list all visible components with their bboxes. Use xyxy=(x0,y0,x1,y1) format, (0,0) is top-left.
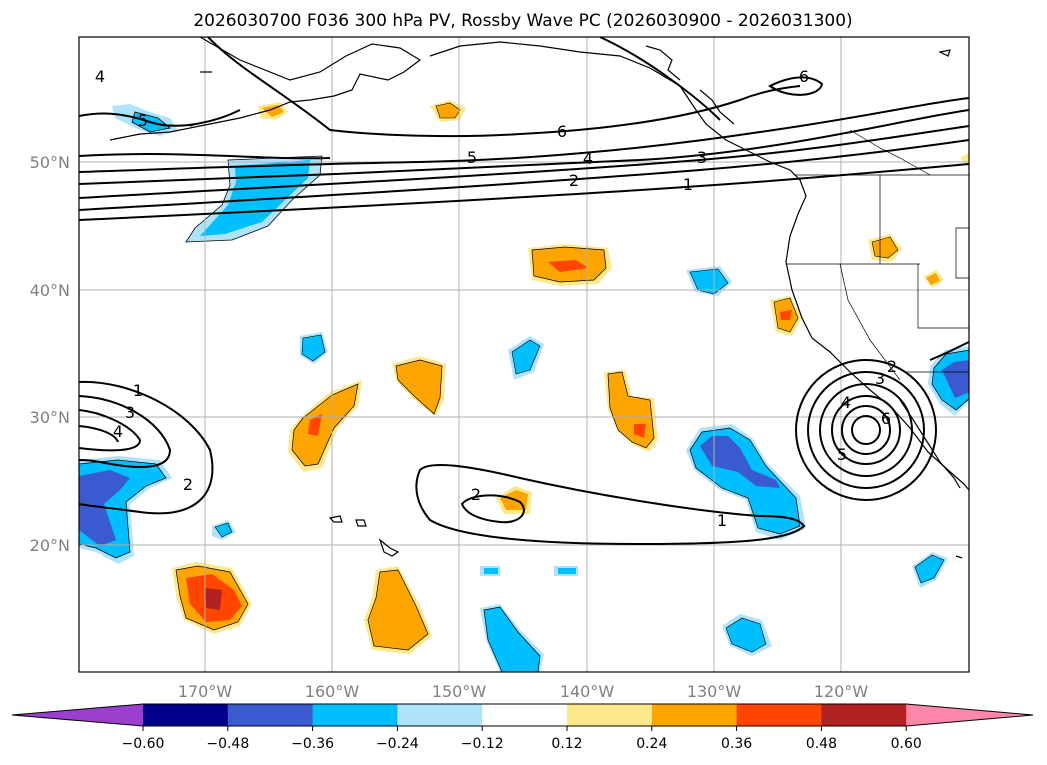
longitude-labels: 170°W 160°W 150°W 140°W 130°W 120°W xyxy=(178,682,869,701)
colorbar-segment xyxy=(397,704,483,726)
contour-line-1 xyxy=(79,163,969,221)
contour-label: 1 xyxy=(133,381,143,400)
pv-blob-neg-ne xyxy=(928,346,969,416)
contour-label: 1 xyxy=(717,511,727,530)
contour-label: 2 xyxy=(183,475,193,494)
colorbar-segment xyxy=(312,704,398,726)
lon-label-140w: 140°W xyxy=(560,682,615,701)
lon-label-170w: 170°W xyxy=(178,682,233,701)
colorbar-segment xyxy=(736,704,822,726)
lon-label-150w: 150°W xyxy=(432,682,487,701)
colorbar-tick-label: −0.24 xyxy=(376,736,419,752)
colorbar-segment xyxy=(651,704,738,726)
lat-label-20n: 20°N xyxy=(30,536,70,555)
gridlines xyxy=(79,37,969,672)
contour-label: 5 xyxy=(467,148,477,167)
colorbar: −0.60 −0.48 −0.36 −0.24 −0.12 0.12 0.24 0.36 0.4… xyxy=(11,703,1034,752)
lon-label-120w: 120°W xyxy=(814,682,869,701)
colorbar-extend-max xyxy=(906,704,1033,726)
pv-blob-neg-east xyxy=(686,424,806,540)
contour-label: 4 xyxy=(113,422,123,441)
colorbar-tick-label: 0.24 xyxy=(636,736,667,752)
pv-anomaly-fills xyxy=(79,100,969,672)
colorbar-segment xyxy=(821,704,907,726)
contour-label: 2 xyxy=(471,485,481,504)
contour-label: 2 xyxy=(569,171,579,190)
contour-line-3 xyxy=(79,125,969,199)
contour-label: 3 xyxy=(875,369,885,388)
contour-label: 6 xyxy=(557,122,567,141)
colorbar-tick-label: −0.12 xyxy=(461,736,504,752)
colorbar-tick-label: −0.48 xyxy=(206,736,249,752)
contour-label: 3 xyxy=(125,403,135,422)
contour-line-5b xyxy=(79,153,331,160)
contour-label: 5 xyxy=(138,111,148,130)
colorbar-segment xyxy=(143,704,229,726)
pv-blob-pos-south xyxy=(172,562,252,634)
contour-label: 4 xyxy=(95,67,105,86)
colorbar-tick-label: 0.48 xyxy=(806,736,837,752)
contour-label: 2 xyxy=(887,357,897,376)
lat-label-30n: 30°N xyxy=(30,408,70,427)
map-area: 6 5 4 3 2 1 6 5 4 1 3 4 2 2 1 2 3 4 6 5 xyxy=(78,36,970,673)
colorbar-segment xyxy=(567,704,653,726)
colorbar-extend-min xyxy=(12,704,143,726)
borders xyxy=(787,129,969,381)
pv-blob-pos-central-north xyxy=(528,244,612,286)
pv-blob-pos-west xyxy=(288,380,362,472)
colorbar-tick-label: 0.12 xyxy=(551,736,582,752)
contour-label: 6 xyxy=(881,409,891,428)
contour-label: 6 xyxy=(799,67,809,86)
colorbar-segment xyxy=(227,704,314,726)
colorbar-tick-label: −0.36 xyxy=(291,736,334,752)
latitude-labels: 50°N 40°N 30°N 20°N xyxy=(30,153,70,555)
colorbar-segment xyxy=(482,704,568,726)
map-frame xyxy=(78,36,970,673)
rossby-wave-contours xyxy=(79,37,969,546)
contour-label: 4 xyxy=(583,149,593,168)
contour-line-5 xyxy=(79,97,969,173)
colorbar-tick-label: −0.60 xyxy=(122,736,165,752)
lat-label-40n: 40°N xyxy=(30,281,70,300)
contour-labels: 6 5 4 3 2 1 6 5 4 1 3 4 2 2 1 2 3 4 6 5 xyxy=(95,67,897,530)
colorbar-tick-label: 0.60 xyxy=(891,736,922,752)
lon-label-130w: 130°W xyxy=(687,682,742,701)
lon-label-160w: 160°W xyxy=(305,682,360,701)
contour-label: 1 xyxy=(683,175,693,194)
figure-title: 2026030700 F036 300 hPa PV, Rossby Wave … xyxy=(193,11,852,31)
contour-line-6 xyxy=(207,37,801,138)
contour-line-4 xyxy=(79,109,969,185)
colorbar-tick-label: 0.36 xyxy=(721,736,752,752)
contour-line-2 xyxy=(79,139,969,211)
contour-label: 4 xyxy=(841,393,851,412)
lat-label-50n: 50°N xyxy=(30,153,70,172)
contour-label: 3 xyxy=(697,148,707,167)
contour-label: 5 xyxy=(837,445,847,464)
